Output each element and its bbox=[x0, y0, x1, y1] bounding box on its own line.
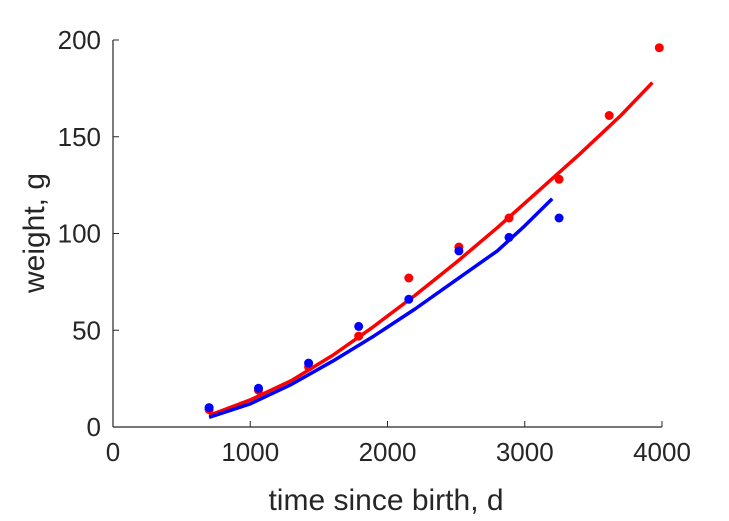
data-point-series-1 bbox=[354, 331, 364, 341]
x-tick-label: 2000 bbox=[359, 437, 417, 467]
x-axis-label: time since birth, d bbox=[268, 484, 503, 517]
data-point-series-2 bbox=[354, 321, 364, 331]
fit-line-series-1 bbox=[208, 81, 654, 418]
x-tick-label: 1000 bbox=[221, 437, 279, 467]
data-point-series-1 bbox=[604, 111, 614, 120]
fit-lines bbox=[208, 81, 654, 419]
data-point-series-1 bbox=[504, 213, 514, 223]
data-point-series-2 bbox=[504, 232, 514, 242]
data-point-series-2 bbox=[204, 403, 214, 413]
y-axis-label: weight, g bbox=[18, 173, 51, 294]
data-point-series-2 bbox=[254, 383, 263, 393]
data-point-series-1 bbox=[554, 174, 564, 184]
x-tick-label: 4000 bbox=[633, 437, 691, 467]
data-point-series-1 bbox=[404, 273, 414, 283]
data-point-series-2 bbox=[554, 213, 564, 223]
axis-ticks: 0 1000 2000 3000 4000 0 50 100 150 200 bbox=[58, 25, 691, 467]
data-point-series-2 bbox=[454, 246, 464, 256]
data-point-series-1 bbox=[654, 43, 664, 53]
data-points bbox=[204, 43, 664, 415]
data-point-series-2 bbox=[404, 294, 414, 304]
y-tick-label: 0 bbox=[87, 412, 101, 442]
y-tick-label: 50 bbox=[72, 315, 101, 345]
y-tick-label: 200 bbox=[58, 25, 101, 55]
x-tick-label: 0 bbox=[106, 437, 120, 467]
data-point-series-2 bbox=[304, 358, 314, 368]
x-tick-label: 3000 bbox=[496, 437, 554, 467]
y-tick-label: 150 bbox=[58, 122, 101, 152]
y-tick-label: 100 bbox=[58, 219, 101, 249]
